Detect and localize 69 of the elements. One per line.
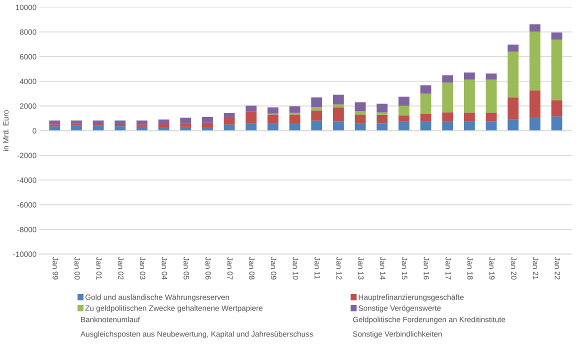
bar <box>486 112 497 122</box>
bar <box>333 104 344 108</box>
bar <box>114 120 126 125</box>
bar <box>376 112 388 115</box>
bar <box>464 112 475 122</box>
bar <box>508 44 519 52</box>
bar <box>202 122 213 127</box>
bar <box>158 124 170 127</box>
bar <box>464 72 475 80</box>
bar <box>311 97 322 107</box>
bar <box>486 74 497 80</box>
bar <box>442 112 454 122</box>
bar <box>246 106 257 112</box>
bar <box>464 80 475 113</box>
bar <box>71 126 82 131</box>
bar <box>398 96 410 106</box>
bar <box>49 120 60 124</box>
bar <box>354 102 366 112</box>
bar <box>464 122 475 131</box>
bar <box>376 104 388 112</box>
bar <box>202 116 213 123</box>
bar <box>311 106 322 111</box>
bar <box>551 32 562 40</box>
bar <box>420 114 432 122</box>
bar <box>180 118 192 124</box>
bar <box>333 121 344 131</box>
bar <box>92 120 104 124</box>
bar <box>529 116 540 131</box>
bar <box>529 32 540 90</box>
bar <box>354 114 366 124</box>
bar <box>311 110 322 121</box>
bar <box>529 90 540 117</box>
bar <box>398 115 410 122</box>
bar <box>508 120 519 131</box>
bar <box>224 113 235 118</box>
bar <box>442 82 454 112</box>
bar <box>136 124 148 127</box>
bar <box>420 122 432 131</box>
bar <box>420 85 432 94</box>
bar <box>224 124 235 131</box>
bar <box>376 114 388 124</box>
bar <box>268 124 278 131</box>
bar <box>158 119 170 124</box>
bar <box>551 40 562 100</box>
bar <box>551 100 562 116</box>
bar <box>246 111 257 124</box>
bar <box>442 122 454 131</box>
bar <box>420 94 432 114</box>
bar <box>180 123 192 127</box>
bar <box>289 114 300 124</box>
bar <box>508 52 519 98</box>
bar <box>289 106 300 113</box>
bar <box>268 107 278 114</box>
bar <box>551 116 562 131</box>
bar <box>398 122 410 131</box>
bar <box>333 107 344 122</box>
bar <box>333 94 344 104</box>
bar <box>311 120 322 131</box>
bar <box>136 120 148 124</box>
bar <box>486 80 497 113</box>
bar <box>508 97 519 120</box>
bar <box>529 24 540 32</box>
bar <box>224 118 235 125</box>
bar <box>246 124 257 131</box>
bar <box>289 123 300 131</box>
bar <box>442 75 454 83</box>
bar <box>398 106 410 116</box>
bar <box>268 114 278 124</box>
bar <box>71 120 82 124</box>
